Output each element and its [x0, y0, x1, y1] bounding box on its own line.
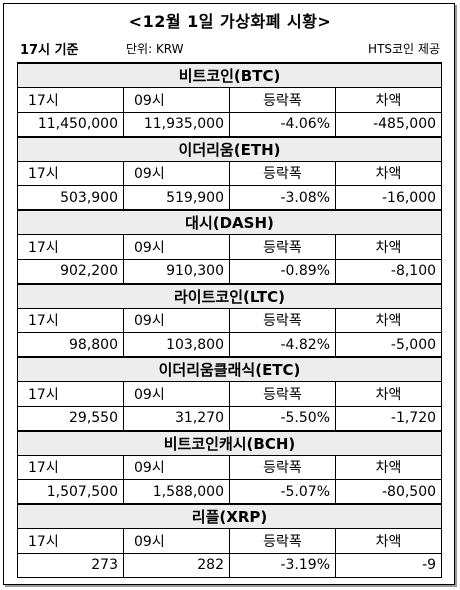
header-change: 등락폭 [229, 307, 336, 333]
coin-name-row: 라이트코인(LTC) [16, 282, 443, 309]
value-row: 902,200 910,300 -0.89% -8,100 [17, 258, 443, 284]
price-difference: -9 [334, 552, 443, 578]
coin-name: 비트코인(BTC) [16, 62, 443, 88]
header-change: 등락폭 [229, 234, 336, 260]
price-difference: -5,000 [334, 332, 443, 358]
column-header-row: 17시 09시 등락폭 차액 [17, 307, 443, 333]
change-percent: -4.82% [229, 332, 336, 358]
time-basis: 17시 기준 [20, 43, 79, 58]
header-17h: 17시 [17, 87, 124, 113]
coin-name-row: 비트코인캐시(BCH) [16, 429, 443, 456]
header-09h: 09시 [123, 160, 230, 186]
value-row: 98,800 103,800 -4.82% -5,000 [17, 332, 443, 358]
coin-name-row: 리플(XRP) [16, 503, 443, 529]
price-09h: 103,800 [123, 332, 230, 358]
header-09h: 09시 [123, 381, 230, 407]
header-change: 등락폭 [229, 528, 336, 554]
price-17h: 29,550 [17, 405, 124, 431]
column-header-row: 17시 09시 등락폭 차액 [17, 454, 443, 480]
header-17h: 17시 [17, 454, 124, 480]
price-09h: 910,300 [123, 258, 230, 284]
coin-name: 리플(XRP) [16, 503, 443, 529]
header-change: 등락폭 [229, 454, 336, 480]
change-percent: -3.19% [229, 552, 336, 578]
coin-name-row: 비트코인(BTC) [16, 62, 443, 88]
price-difference: -1,720 [334, 405, 443, 431]
header-change: 등락폭 [229, 160, 336, 186]
price-17h: 902,200 [17, 258, 124, 284]
price-17h: 98,800 [17, 332, 124, 358]
currency-unit: 단위: KRW [126, 42, 184, 56]
header-change: 등락폭 [229, 87, 336, 113]
value-row: 11,450,000 11,935,000 -4.06% -485,000 [17, 111, 443, 137]
price-difference: -8,100 [334, 258, 443, 284]
coin-name-row: 이더리움클래식(ETC) [16, 356, 443, 382]
value-row: 503,900 519,900 -3.08% -16,000 [17, 185, 443, 211]
header-diff: 차액 [334, 234, 443, 260]
header-09h: 09시 [123, 307, 230, 333]
header-diff: 차액 [334, 528, 443, 554]
document-frame [3, 3, 455, 585]
coin-name: 라이트코인(LTC) [16, 282, 443, 309]
column-header-row: 17시 09시 등락폭 차액 [17, 381, 443, 407]
price-09h: 1,588,000 [123, 479, 230, 505]
coin-name-row: 이더리움(ETH) [16, 135, 443, 162]
price-09h: 282 [123, 552, 230, 578]
price-17h: 503,900 [17, 185, 124, 211]
coin-name: 이더리움(ETH) [16, 135, 443, 162]
header-09h: 09시 [123, 234, 230, 260]
header-17h: 17시 [17, 307, 124, 333]
value-row: 29,550 31,270 -5.50% -1,720 [17, 405, 443, 431]
header-17h: 17시 [17, 528, 124, 554]
price-17h: 273 [17, 552, 124, 578]
header-17h: 17시 [17, 381, 124, 407]
column-header-row: 17시 09시 등락폭 차액 [17, 528, 443, 554]
header-change: 등락폭 [229, 381, 336, 407]
header-diff: 차액 [334, 160, 443, 186]
coin-name: 비트코인캐시(BCH) [16, 429, 443, 456]
price-17h: 11,450,000 [17, 111, 124, 137]
coin-name: 대시(DASH) [16, 209, 443, 235]
header-17h: 17시 [17, 234, 124, 260]
header-17h: 17시 [17, 160, 124, 186]
column-header-row: 17시 09시 등락폭 차액 [17, 234, 443, 260]
price-17h: 1,507,500 [17, 479, 124, 505]
price-difference: -485,000 [334, 111, 443, 137]
header-09h: 09시 [123, 528, 230, 554]
header-diff: 차액 [334, 381, 443, 407]
change-percent: -5.50% [229, 405, 336, 431]
change-percent: -4.06% [229, 111, 336, 137]
header-diff: 차액 [334, 307, 443, 333]
price-09h: 519,900 [123, 185, 230, 211]
value-row: 1,507,500 1,588,000 -5.07% -80,500 [17, 479, 443, 505]
price-difference: -16,000 [334, 185, 443, 211]
price-09h: 31,270 [123, 405, 230, 431]
column-header-row: 17시 09시 등락폭 차액 [17, 87, 443, 113]
data-source: HTS코인 제공 [368, 42, 440, 56]
change-percent: -0.89% [229, 258, 336, 284]
value-row: 273 282 -3.19% -9 [17, 552, 443, 578]
coin-name: 이더리움클래식(ETC) [16, 356, 443, 382]
coin-name-row: 대시(DASH) [16, 209, 443, 235]
header-diff: 차액 [334, 87, 443, 113]
market-table: 비트코인(BTC) 17시 09시 등락폭 차액 11,450,000 11,935,000… [16, 62, 443, 578]
header-09h: 09시 [123, 454, 230, 480]
change-percent: -3.08% [229, 185, 336, 211]
column-header-row: 17시 09시 등락폭 차액 [17, 160, 443, 186]
change-percent: -5.07% [229, 479, 336, 505]
price-09h: 11,935,000 [123, 111, 230, 137]
header-diff: 차액 [334, 454, 443, 480]
price-difference: -80,500 [334, 479, 443, 505]
header-09h: 09시 [123, 87, 230, 113]
page-title: <12월 1일 가상화폐 시황> [128, 12, 332, 31]
